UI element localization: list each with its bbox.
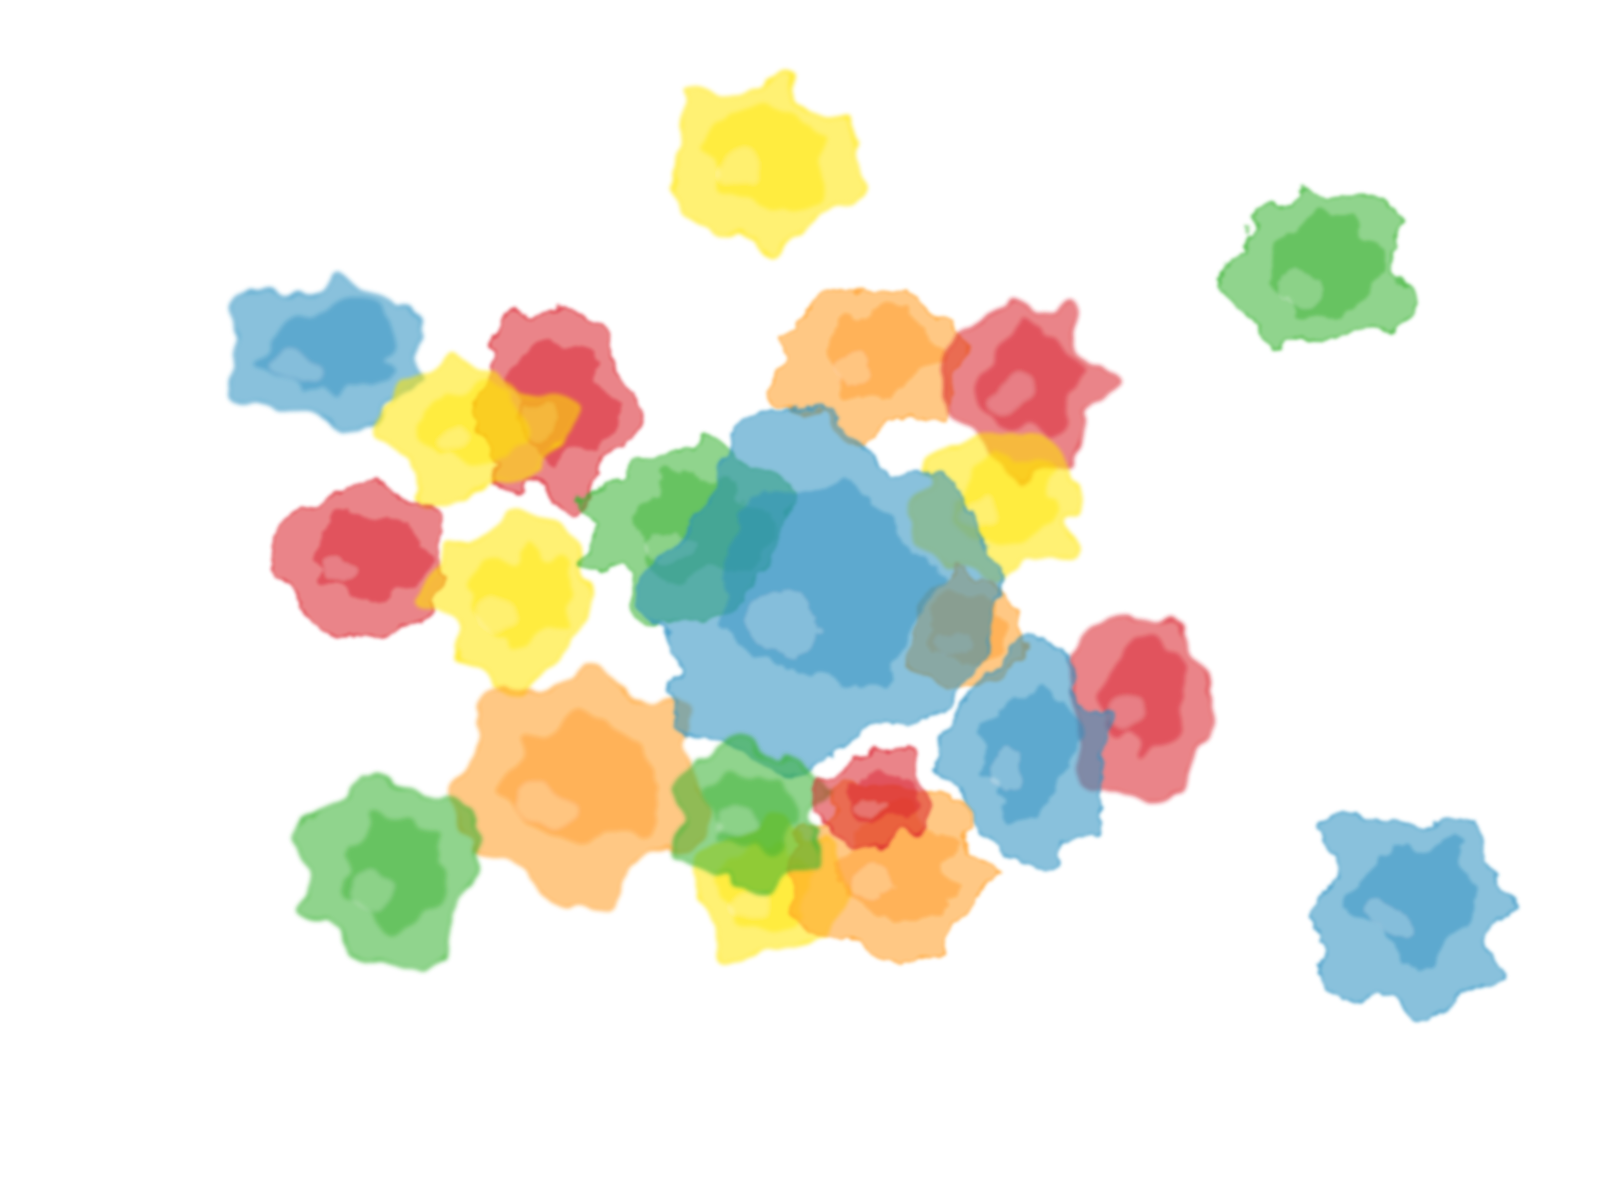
yellow-splash-top [667,74,868,258]
green-splash-top-right [1221,185,1414,354]
red-splash-left [266,480,448,640]
orange-splash-upper-center [768,285,966,443]
green-splash-bottom-left [293,773,484,970]
yellow-splash-left [424,513,590,692]
blue-splash-right [935,637,1113,873]
yellow-splash-upper-left [371,352,566,511]
orange-splash-lower-left [450,670,712,914]
red-splash-bottom-center [815,747,937,852]
blue-splash-bottom-right [1310,807,1521,1019]
blue-splash-top-left [229,272,426,431]
green-splash-bottom-center [670,737,829,894]
red-splash-upper-right [943,298,1117,478]
blue-splash-center [631,404,998,778]
red-splash-right [1070,616,1213,798]
